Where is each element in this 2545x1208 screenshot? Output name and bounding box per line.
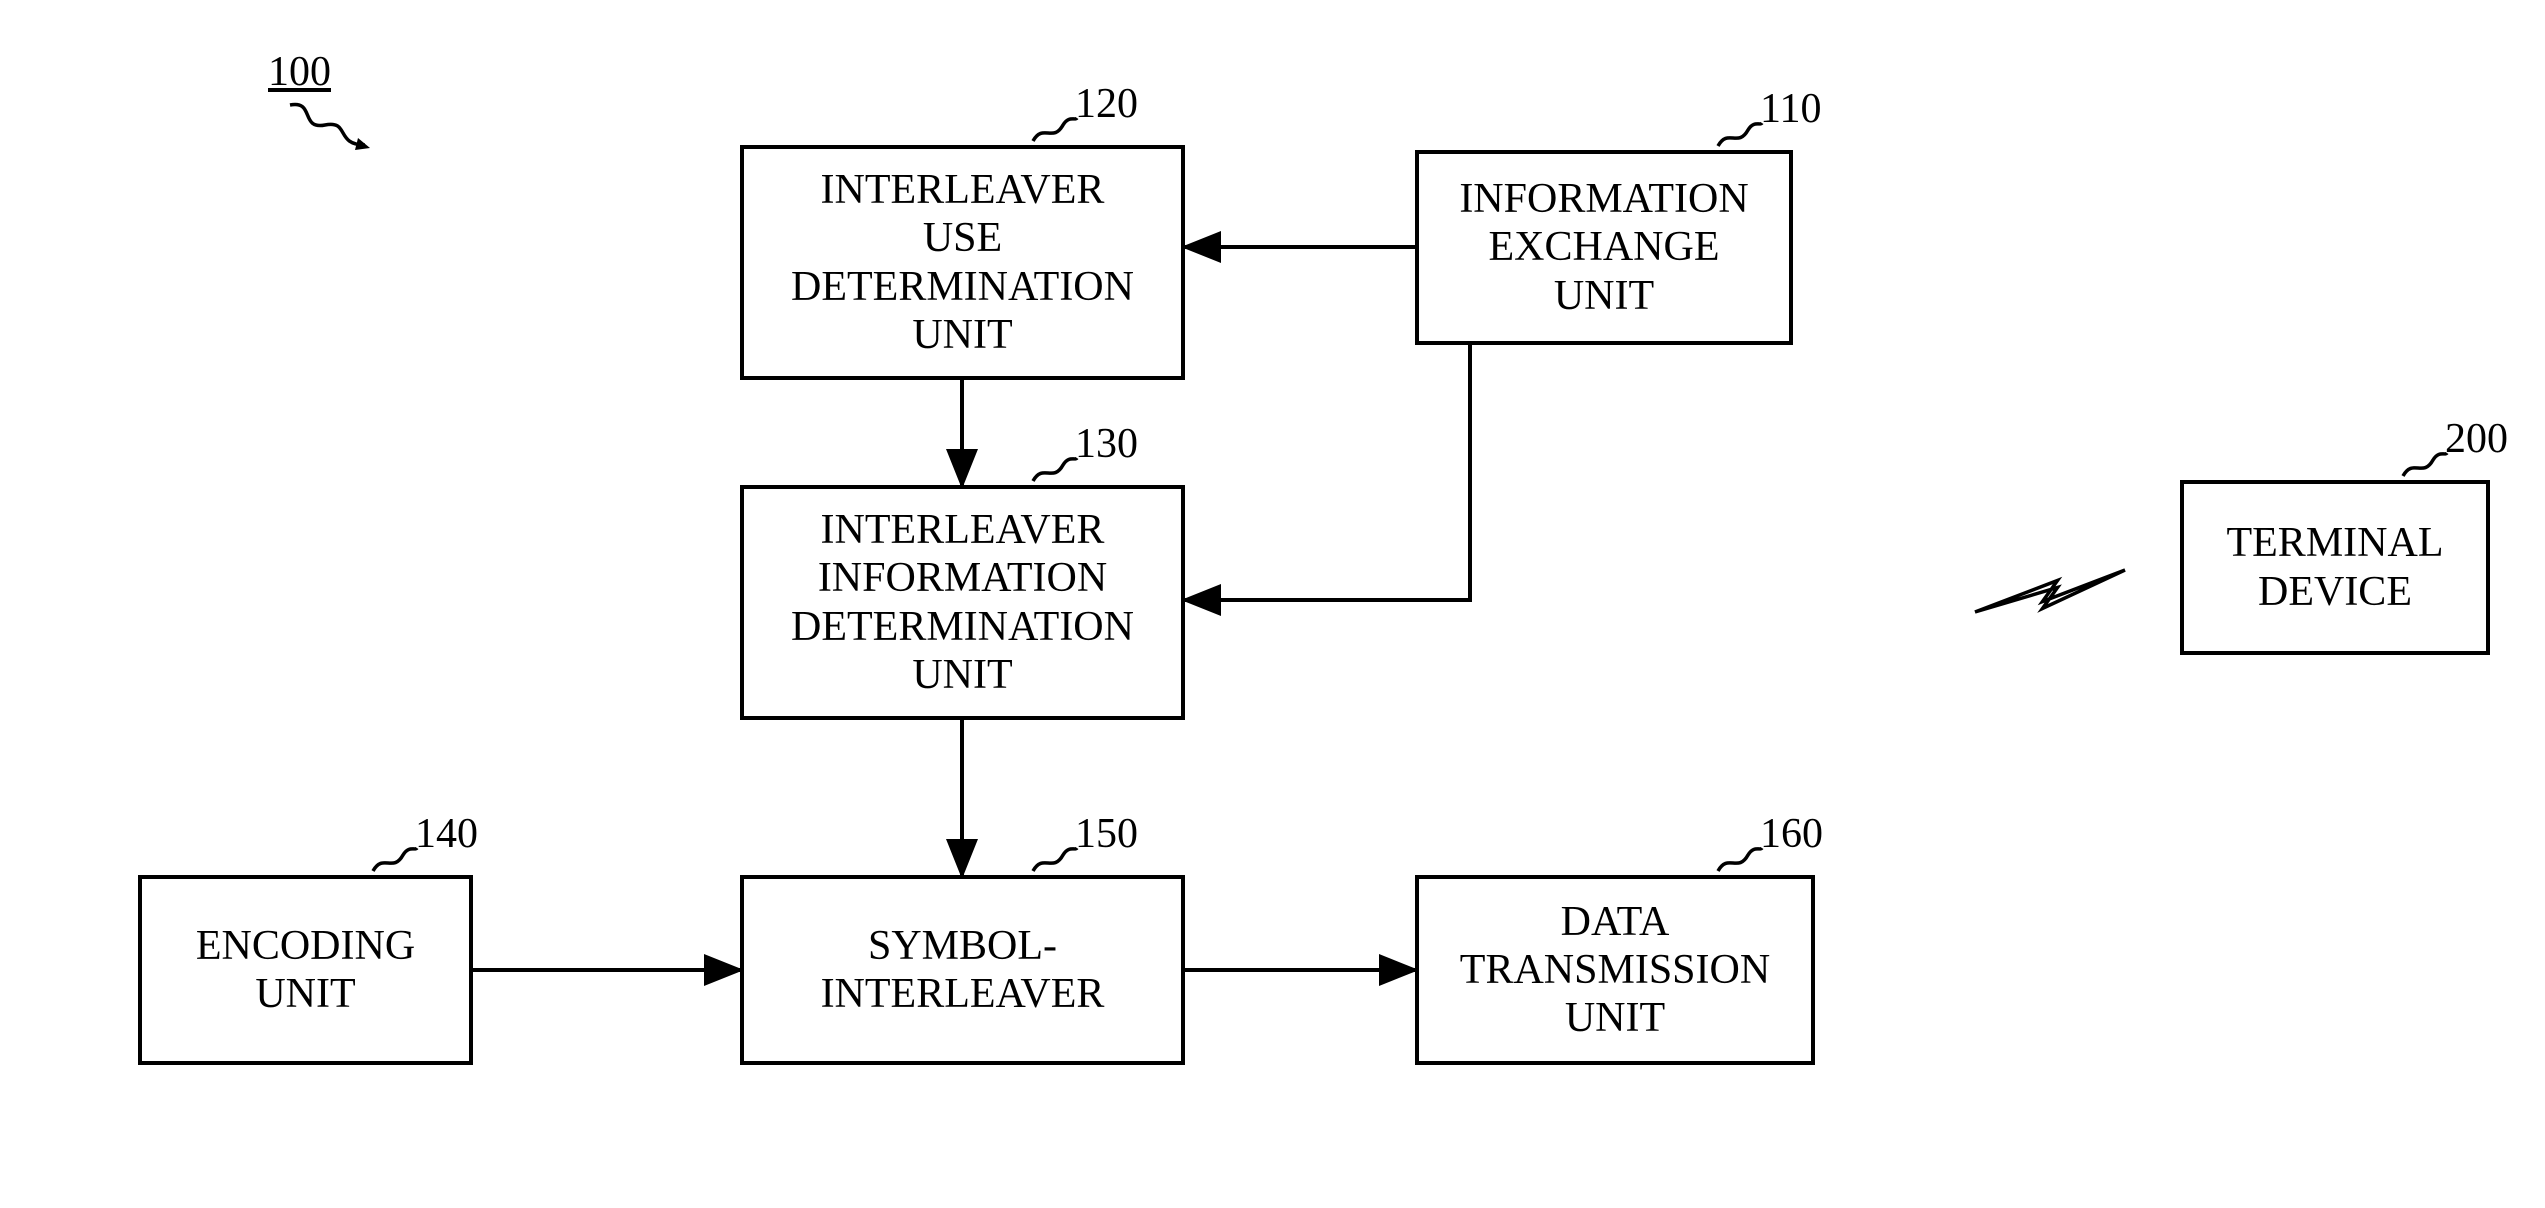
node-label-terminal_device: TERMINALDEVICE bbox=[2227, 519, 2444, 616]
node-label-encoding: ENCODINGUNIT bbox=[196, 922, 415, 1019]
ref-squiggle-info_exchange bbox=[1710, 118, 1765, 150]
edge-info_exchange-to-interleaver_info bbox=[1185, 345, 1470, 600]
node-terminal_device: TERMINALDEVICE bbox=[2180, 480, 2490, 655]
main-ref-squiggle bbox=[280, 100, 370, 155]
ref-label-interleaver_info: 130 bbox=[1075, 420, 1138, 468]
node-label-interleaver_info: INTERLEAVERINFORMATIONDETERMINATIONUNIT bbox=[791, 506, 1134, 699]
node-label-symbol_interleaver: SYMBOL-INTERLEAVER bbox=[821, 922, 1105, 1019]
ref-squiggle-interleaver_info bbox=[1025, 453, 1080, 485]
ref-squiggle-terminal_device bbox=[2395, 448, 2450, 480]
node-info_exchange: INFORMATIONEXCHANGEUNIT bbox=[1415, 150, 1793, 345]
ref-squiggle-symbol_interleaver bbox=[1025, 843, 1080, 875]
node-data_tx: DATATRANSMISSIONUNIT bbox=[1415, 875, 1815, 1065]
ref-squiggle-data_tx bbox=[1710, 843, 1765, 875]
node-label-interleaver_use: INTERLEAVERUSEDETERMINATIONUNIT bbox=[791, 166, 1134, 359]
ref-label-symbol_interleaver: 150 bbox=[1075, 810, 1138, 858]
node-interleaver_use: INTERLEAVERUSEDETERMINATIONUNIT bbox=[740, 145, 1185, 380]
wireless-lightning-icon bbox=[1975, 570, 2125, 612]
node-label-data_tx: DATATRANSMISSIONUNIT bbox=[1460, 898, 1770, 1043]
ref-squiggle-interleaver_use bbox=[1025, 113, 1080, 145]
node-encoding: ENCODINGUNIT bbox=[138, 875, 473, 1065]
ref-label-interleaver_use: 120 bbox=[1075, 80, 1138, 128]
ref-squiggle-encoding bbox=[365, 843, 420, 875]
node-symbol_interleaver: SYMBOL-INTERLEAVER bbox=[740, 875, 1185, 1065]
ref-label-terminal_device: 200 bbox=[2445, 415, 2508, 463]
ref-label-data_tx: 160 bbox=[1760, 810, 1823, 858]
ref-label-info_exchange: 110 bbox=[1760, 85, 1821, 133]
ref-label-encoding: 140 bbox=[415, 810, 478, 858]
main-ref-label: 100 bbox=[268, 48, 331, 96]
node-label-info_exchange: INFORMATIONEXCHANGEUNIT bbox=[1459, 175, 1748, 320]
node-interleaver_info: INTERLEAVERINFORMATIONDETERMINATIONUNIT bbox=[740, 485, 1185, 720]
